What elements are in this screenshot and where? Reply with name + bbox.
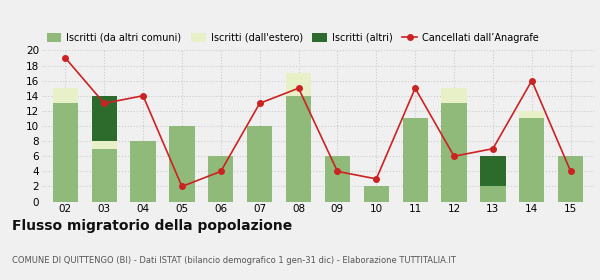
Bar: [208, 156, 233, 202]
Bar: [480, 156, 506, 186]
Text: Flusso migratorio della popolazione: Flusso migratorio della popolazione: [12, 219, 292, 233]
Bar: [442, 88, 467, 103]
Bar: [92, 149, 117, 202]
Bar: [325, 156, 350, 202]
Bar: [364, 186, 389, 202]
Bar: [442, 103, 467, 202]
Bar: [480, 186, 506, 202]
Bar: [130, 141, 156, 202]
Bar: [169, 126, 194, 202]
Bar: [403, 118, 428, 202]
Bar: [519, 118, 544, 202]
Bar: [53, 103, 78, 202]
Bar: [286, 73, 311, 96]
Bar: [558, 156, 583, 202]
Bar: [92, 141, 117, 149]
Bar: [53, 88, 78, 103]
Text: COMUNE DI QUITTENGO (BI) - Dati ISTAT (bilancio demografico 1 gen-31 dic) - Elab: COMUNE DI QUITTENGO (BI) - Dati ISTAT (b…: [12, 256, 456, 265]
Bar: [519, 111, 544, 118]
Bar: [92, 96, 117, 141]
Bar: [286, 96, 311, 202]
Legend: Iscritti (da altri comuni), Iscritti (dall'estero), Iscritti (altri), Cancellati: Iscritti (da altri comuni), Iscritti (da…: [47, 32, 539, 43]
Bar: [247, 126, 272, 202]
